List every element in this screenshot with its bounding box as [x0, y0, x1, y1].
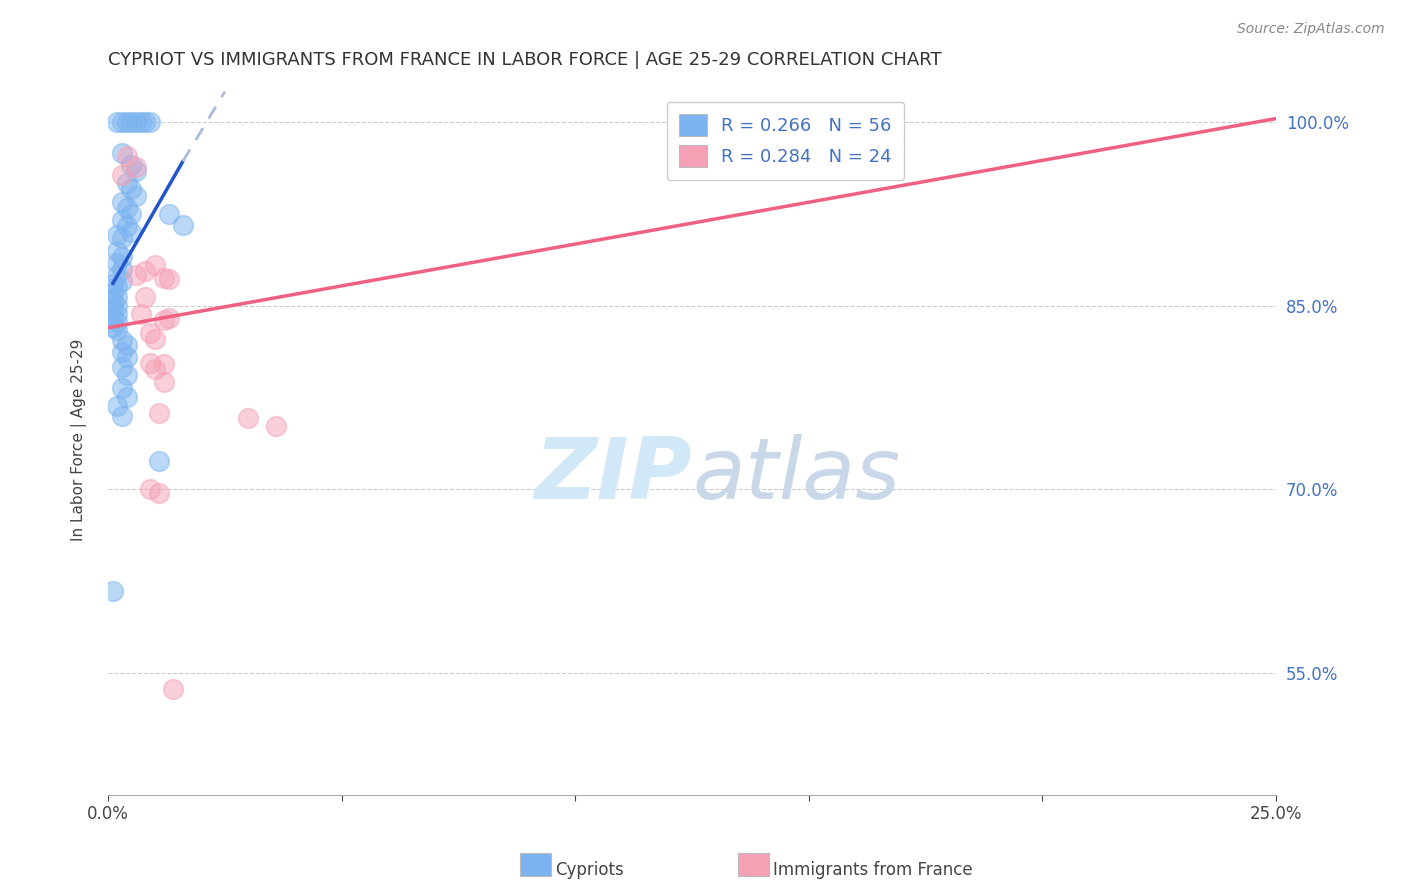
Point — [107, 315, 129, 329]
Point — [107, 268, 129, 282]
Point — [264, 418, 287, 433]
Point — [120, 207, 142, 221]
Point — [139, 115, 162, 129]
Text: ZIP: ZIP — [534, 434, 692, 517]
Point — [107, 307, 129, 321]
Point — [143, 258, 166, 272]
Point — [115, 338, 138, 352]
Point — [120, 182, 142, 196]
Point — [139, 356, 162, 370]
Point — [111, 262, 134, 277]
Point — [111, 194, 134, 209]
Point — [129, 115, 152, 129]
Point — [139, 482, 162, 496]
Point — [107, 244, 129, 258]
Point — [115, 149, 138, 163]
Point — [101, 310, 124, 325]
Point — [134, 290, 156, 304]
Point — [111, 115, 134, 129]
Point — [157, 310, 180, 325]
Point — [162, 681, 184, 696]
Point — [111, 345, 134, 359]
Point — [125, 164, 148, 178]
Point — [107, 256, 129, 270]
Point — [101, 302, 124, 317]
Point — [153, 375, 176, 389]
Y-axis label: In Labor Force | Age 25-29: In Labor Force | Age 25-29 — [72, 339, 87, 541]
Point — [107, 115, 129, 129]
Text: CYPRIOT VS IMMIGRANTS FROM FRANCE IN LABOR FORCE | AGE 25-29 CORRELATION CHART: CYPRIOT VS IMMIGRANTS FROM FRANCE IN LAB… — [108, 51, 942, 69]
Point — [107, 227, 129, 242]
Point — [125, 188, 148, 202]
Point — [153, 313, 176, 327]
Point — [107, 299, 129, 313]
Point — [101, 277, 124, 291]
Point — [134, 115, 156, 129]
Point — [115, 201, 138, 215]
Point — [120, 225, 142, 239]
Point — [107, 399, 129, 413]
Point — [111, 231, 134, 245]
Point — [111, 359, 134, 374]
Point — [125, 268, 148, 282]
Point — [134, 264, 156, 278]
Point — [153, 270, 176, 285]
Point — [111, 250, 134, 264]
Point — [129, 307, 152, 321]
Point — [172, 218, 194, 232]
Point — [115, 391, 138, 405]
Point — [107, 290, 129, 304]
Point — [148, 486, 170, 500]
Point — [143, 332, 166, 346]
Point — [101, 286, 124, 301]
Point — [120, 115, 142, 129]
Point — [115, 368, 138, 383]
Point — [153, 358, 176, 372]
Point — [111, 168, 134, 182]
Point — [115, 177, 138, 191]
Point — [148, 406, 170, 420]
Point — [143, 362, 166, 376]
Text: Source: ZipAtlas.com: Source: ZipAtlas.com — [1237, 22, 1385, 37]
Point — [101, 583, 124, 598]
Point — [120, 158, 142, 172]
Text: atlas: atlas — [692, 434, 900, 517]
Point — [115, 115, 138, 129]
Point — [111, 409, 134, 423]
Legend: R = 0.266   N = 56, R = 0.284   N = 24: R = 0.266 N = 56, R = 0.284 N = 24 — [666, 102, 904, 180]
Point — [125, 161, 148, 175]
Text: Immigrants from France: Immigrants from France — [773, 861, 973, 879]
Point — [238, 411, 260, 425]
Point — [111, 274, 134, 288]
Point — [107, 280, 129, 294]
Point — [101, 319, 124, 334]
Point — [111, 145, 134, 160]
Point — [101, 295, 124, 310]
Point — [115, 350, 138, 364]
Point — [148, 454, 170, 468]
Point — [111, 381, 134, 395]
Point — [157, 272, 180, 286]
Text: Cypriots: Cypriots — [555, 861, 624, 879]
Point — [115, 219, 138, 234]
Point — [125, 115, 148, 129]
Point — [111, 333, 134, 347]
Point — [107, 323, 129, 337]
Point — [139, 326, 162, 340]
Point — [111, 213, 134, 227]
Point — [157, 207, 180, 221]
